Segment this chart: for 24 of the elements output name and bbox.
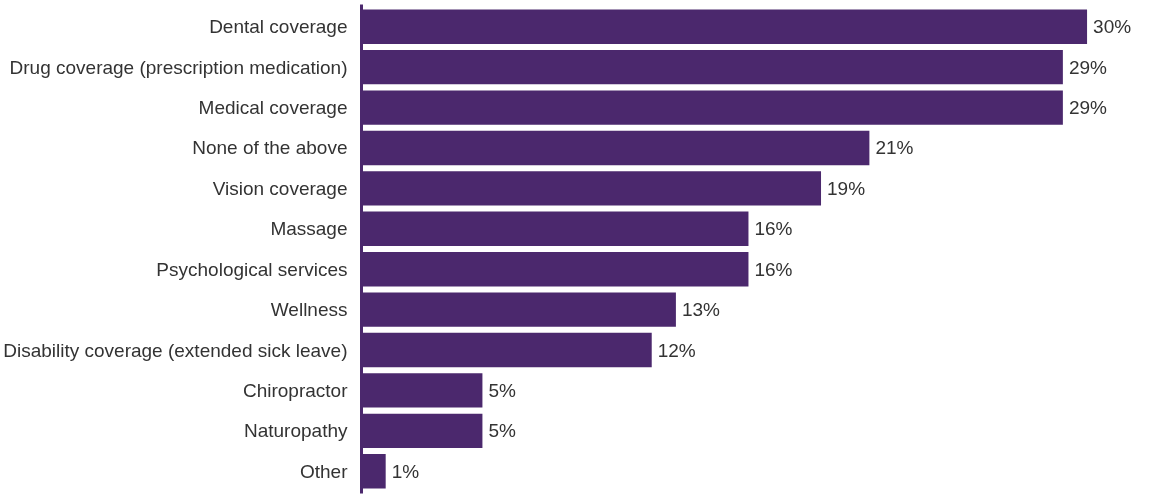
y-tick-label: Drug coverage (prescription medication) <box>9 56 348 78</box>
data-label: 16% <box>754 218 793 240</box>
data-label: 13% <box>681 299 721 321</box>
data-label: 30% <box>1093 16 1132 38</box>
data-label: 12% <box>657 339 696 361</box>
data-label: 29% <box>1068 56 1108 78</box>
y-tick-label: Vision coverage <box>212 177 348 199</box>
data-label: 16% <box>754 258 793 280</box>
y-tick-label: Massage <box>270 218 348 240</box>
y-tick-label: Psychological services <box>156 258 348 280</box>
data-label: 5% <box>488 379 516 401</box>
data-label: 29% <box>1068 97 1108 119</box>
data-label: 19% <box>827 177 866 199</box>
y-tick-label: Dental coverage <box>209 16 348 38</box>
y-tick-label: Disability coverage (extended sick leave) <box>3 339 348 361</box>
y-tick-label: None of the above <box>192 137 348 159</box>
y-tick-label: Wellness <box>270 299 348 321</box>
y-tick-label: Naturopathy <box>243 420 348 442</box>
data-label: 21% <box>875 137 914 159</box>
y-tick-label: Medical coverage <box>198 97 348 119</box>
data-label: 1% <box>391 460 420 482</box>
y-tick-label: Other <box>299 460 349 482</box>
data-label: 5% <box>488 420 516 442</box>
y-tick-label: Chiropractor <box>242 379 349 401</box>
